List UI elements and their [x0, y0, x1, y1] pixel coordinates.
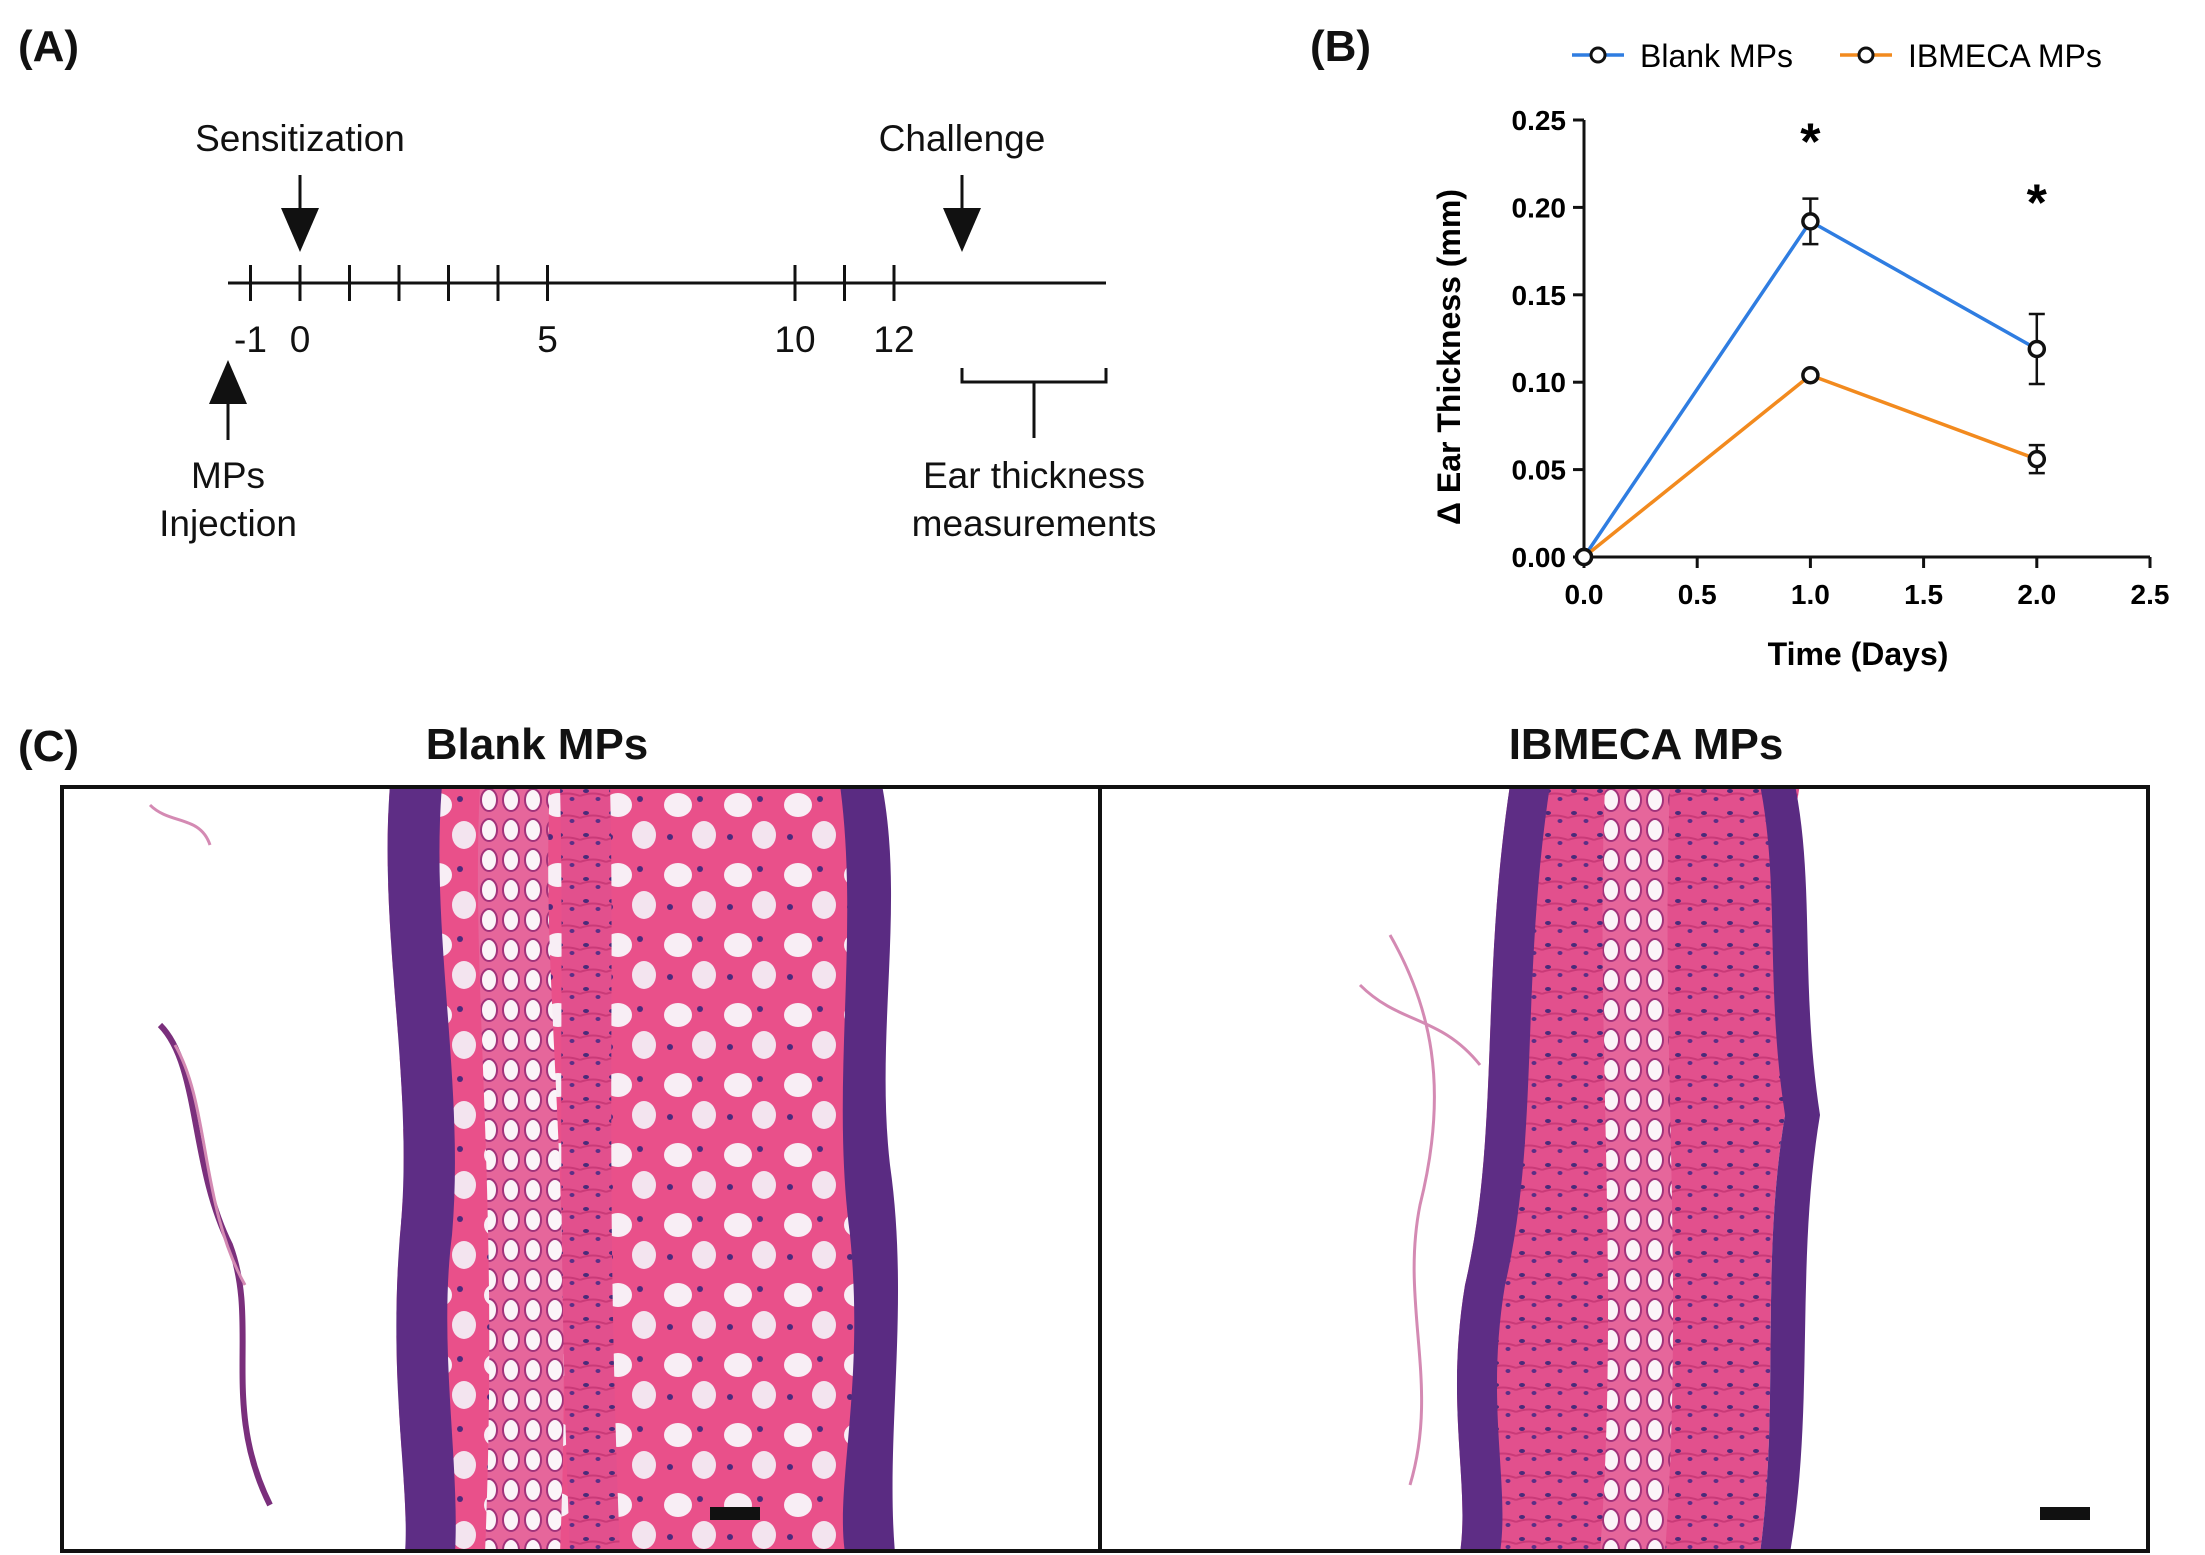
data-point [1801, 212, 1820, 231]
x-axis-title: Time (Days) [1768, 636, 1949, 672]
blank-mps-title: Blank MPs [425, 720, 649, 769]
ear-thickness-chart: Blank MPs IBMECA MPs 0.0 0.5 1.0 1.5 2.0 2.50.… [1431, 38, 2170, 672]
panel-c-label: (C) [18, 722, 80, 771]
timeline-tick-label: 0 [290, 319, 311, 360]
ibmeca-scale-bar [2040, 1507, 2090, 1520]
series-line-blank-mps [1582, 219, 2038, 558]
x-tick-label: 0.5 [1678, 579, 1717, 610]
data-point [1801, 365, 1820, 385]
x-tick-label: 1.0 [1791, 579, 1830, 610]
measurement-bracket [960, 368, 1108, 384]
blank-scale-bar [710, 1507, 760, 1520]
timeline-diagram: -1 0 5 10 12 [209, 175, 1108, 440]
y-tick-label: 0.00 [1512, 542, 1567, 573]
challenge-label: Challenge [878, 118, 1046, 159]
histology-frame [60, 785, 2150, 1553]
challenge-arrow-head [943, 208, 981, 252]
mps-injection-line2: Injection [159, 503, 297, 544]
timeline-ticks: -1 0 5 10 12 [234, 265, 915, 360]
x-tick-label: 1.5 [1904, 579, 1943, 610]
ear-measurement-label: Ear thickness measurements [912, 452, 1157, 548]
ear-measurement-line2: measurements [911, 503, 1157, 544]
legend-marker [1589, 46, 1607, 64]
sensitization-arrow-head [281, 208, 319, 252]
ear-measurement-line1: Ear thickness [922, 455, 1146, 496]
timeline-tick-label: 12 [873, 319, 914, 360]
chart-legend: Blank MPs IBMECA MPs [1572, 38, 2102, 74]
timeline-tick-label: 10 [774, 319, 815, 360]
panel-b-label: (B) [1310, 22, 1372, 71]
timeline-tick-label: 5 [537, 319, 558, 360]
y-tick-label: 0.05 [1512, 455, 1567, 486]
ibmeca-mps-title: IBMECA MPs [1508, 720, 1784, 769]
y-tick-label: 0.10 [1512, 367, 1567, 398]
data-point [2027, 449, 2047, 469]
y-tick-label: 0.15 [1512, 280, 1567, 311]
panel-a-label: (A) [18, 22, 80, 71]
legend-marker [1857, 46, 1875, 64]
significance-asterisk: * [2027, 175, 2048, 233]
injection-arrow-head [209, 360, 247, 404]
x-tick-label: 2.5 [2131, 579, 2170, 610]
x-tick-label: 2.0 [2017, 579, 2056, 610]
y-tick-label: 0.20 [1512, 192, 1567, 223]
ibmeca-mps-tissue-image [1358, 789, 1820, 1549]
data-point [1574, 547, 1594, 567]
sensitization-label: Sensitization [195, 118, 405, 159]
chart-annotations: ** [1800, 113, 2047, 232]
series-line-ibmeca-mps [1582, 373, 2038, 559]
chart-axes: 0.0 0.5 1.0 1.5 2.0 2.5 0.00 0.05 0.10 0.15 0.20 0.… [1512, 105, 2170, 610]
mps-injection-label: MPs Injection [159, 452, 297, 548]
legend-label: Blank MPs [1640, 38, 1793, 74]
histology-panel [60, 785, 2150, 1553]
x-tick-label: 0.0 [1565, 579, 1604, 610]
blank-mps-tissue-image [148, 789, 899, 1549]
y-axis-title: Δ Ear Thickness (mm) [1431, 189, 1467, 525]
y-tick-label: 0.25 [1512, 105, 1567, 136]
data-point [2027, 339, 2047, 359]
legend-label: IBMECA MPs [1908, 38, 2102, 74]
mps-injection-line1: MPs [191, 455, 265, 496]
chart-series [1574, 197, 2047, 567]
timeline-tick-label: -1 [234, 319, 267, 360]
significance-asterisk: * [1800, 113, 1821, 171]
